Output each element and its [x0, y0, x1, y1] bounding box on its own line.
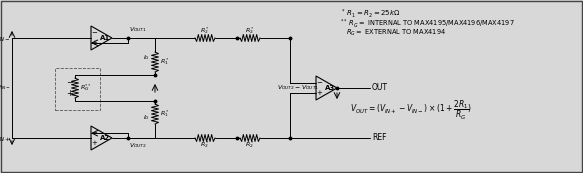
Text: −: −: [91, 30, 97, 36]
Text: $V_{IN+}$: $V_{IN+}$: [0, 132, 11, 144]
Text: $R_1^*$: $R_1^*$: [160, 109, 170, 119]
Text: $^{**}\ R_G =$ INTERNAL TO MAX4195/MAX4196/MAX4197: $^{**}\ R_G =$ INTERNAL TO MAX4195/MAX41…: [340, 18, 515, 30]
Text: +: +: [91, 140, 97, 146]
Text: $V_{IN-}$: $V_{IN-}$: [0, 32, 11, 44]
Text: +: +: [66, 89, 73, 98]
Text: $R_G =$ EXTERNAL TO MAX4194: $R_G =$ EXTERNAL TO MAX4194: [346, 28, 446, 38]
Text: REF: REF: [372, 134, 387, 143]
Bar: [55, 68, 100, 110]
Text: A3: A3: [325, 85, 335, 91]
Text: −: −: [66, 79, 73, 88]
Text: OUT: OUT: [372, 84, 388, 93]
Text: −: −: [316, 80, 322, 86]
Text: $I_G$: $I_G$: [143, 54, 150, 62]
Text: +: +: [316, 90, 322, 96]
Text: $V_{OUT1}$: $V_{OUT1}$: [129, 26, 147, 34]
Text: $R_2^*$: $R_2^*$: [245, 140, 255, 150]
Text: $R_2^*$: $R_2^*$: [200, 26, 210, 36]
Text: $V_{OUT2}$: $V_{OUT2}$: [129, 142, 147, 151]
Text: −: −: [91, 130, 97, 136]
Text: $V_{IN+} - V_{IN-}$: $V_{IN+} - V_{IN-}$: [0, 84, 11, 92]
Text: A2: A2: [100, 135, 110, 141]
Text: $I_G$: $I_G$: [143, 113, 150, 122]
Text: $R_2^*$: $R_2^*$: [200, 140, 210, 150]
Text: $R_G^{**}$: $R_G^{**}$: [80, 83, 92, 93]
Text: $R_1^*$: $R_1^*$: [160, 57, 170, 67]
Text: +: +: [91, 40, 97, 46]
Text: $V_{OUT} = (V_{IN+} - V_{IN-}) \times (1 + \dfrac{2R_1}{R_G})$: $V_{OUT} = (V_{IN+} - V_{IN-}) \times (1…: [350, 98, 472, 122]
Text: $R_2^*$: $R_2^*$: [245, 26, 255, 36]
Text: $^*\ R_1 = R_2 = 25k\Omega$: $^*\ R_1 = R_2 = 25k\Omega$: [340, 8, 401, 20]
Text: $V_{OUT2} - V_{OUT1}$: $V_{OUT2} - V_{OUT1}$: [277, 84, 319, 92]
Text: A1: A1: [100, 35, 110, 41]
